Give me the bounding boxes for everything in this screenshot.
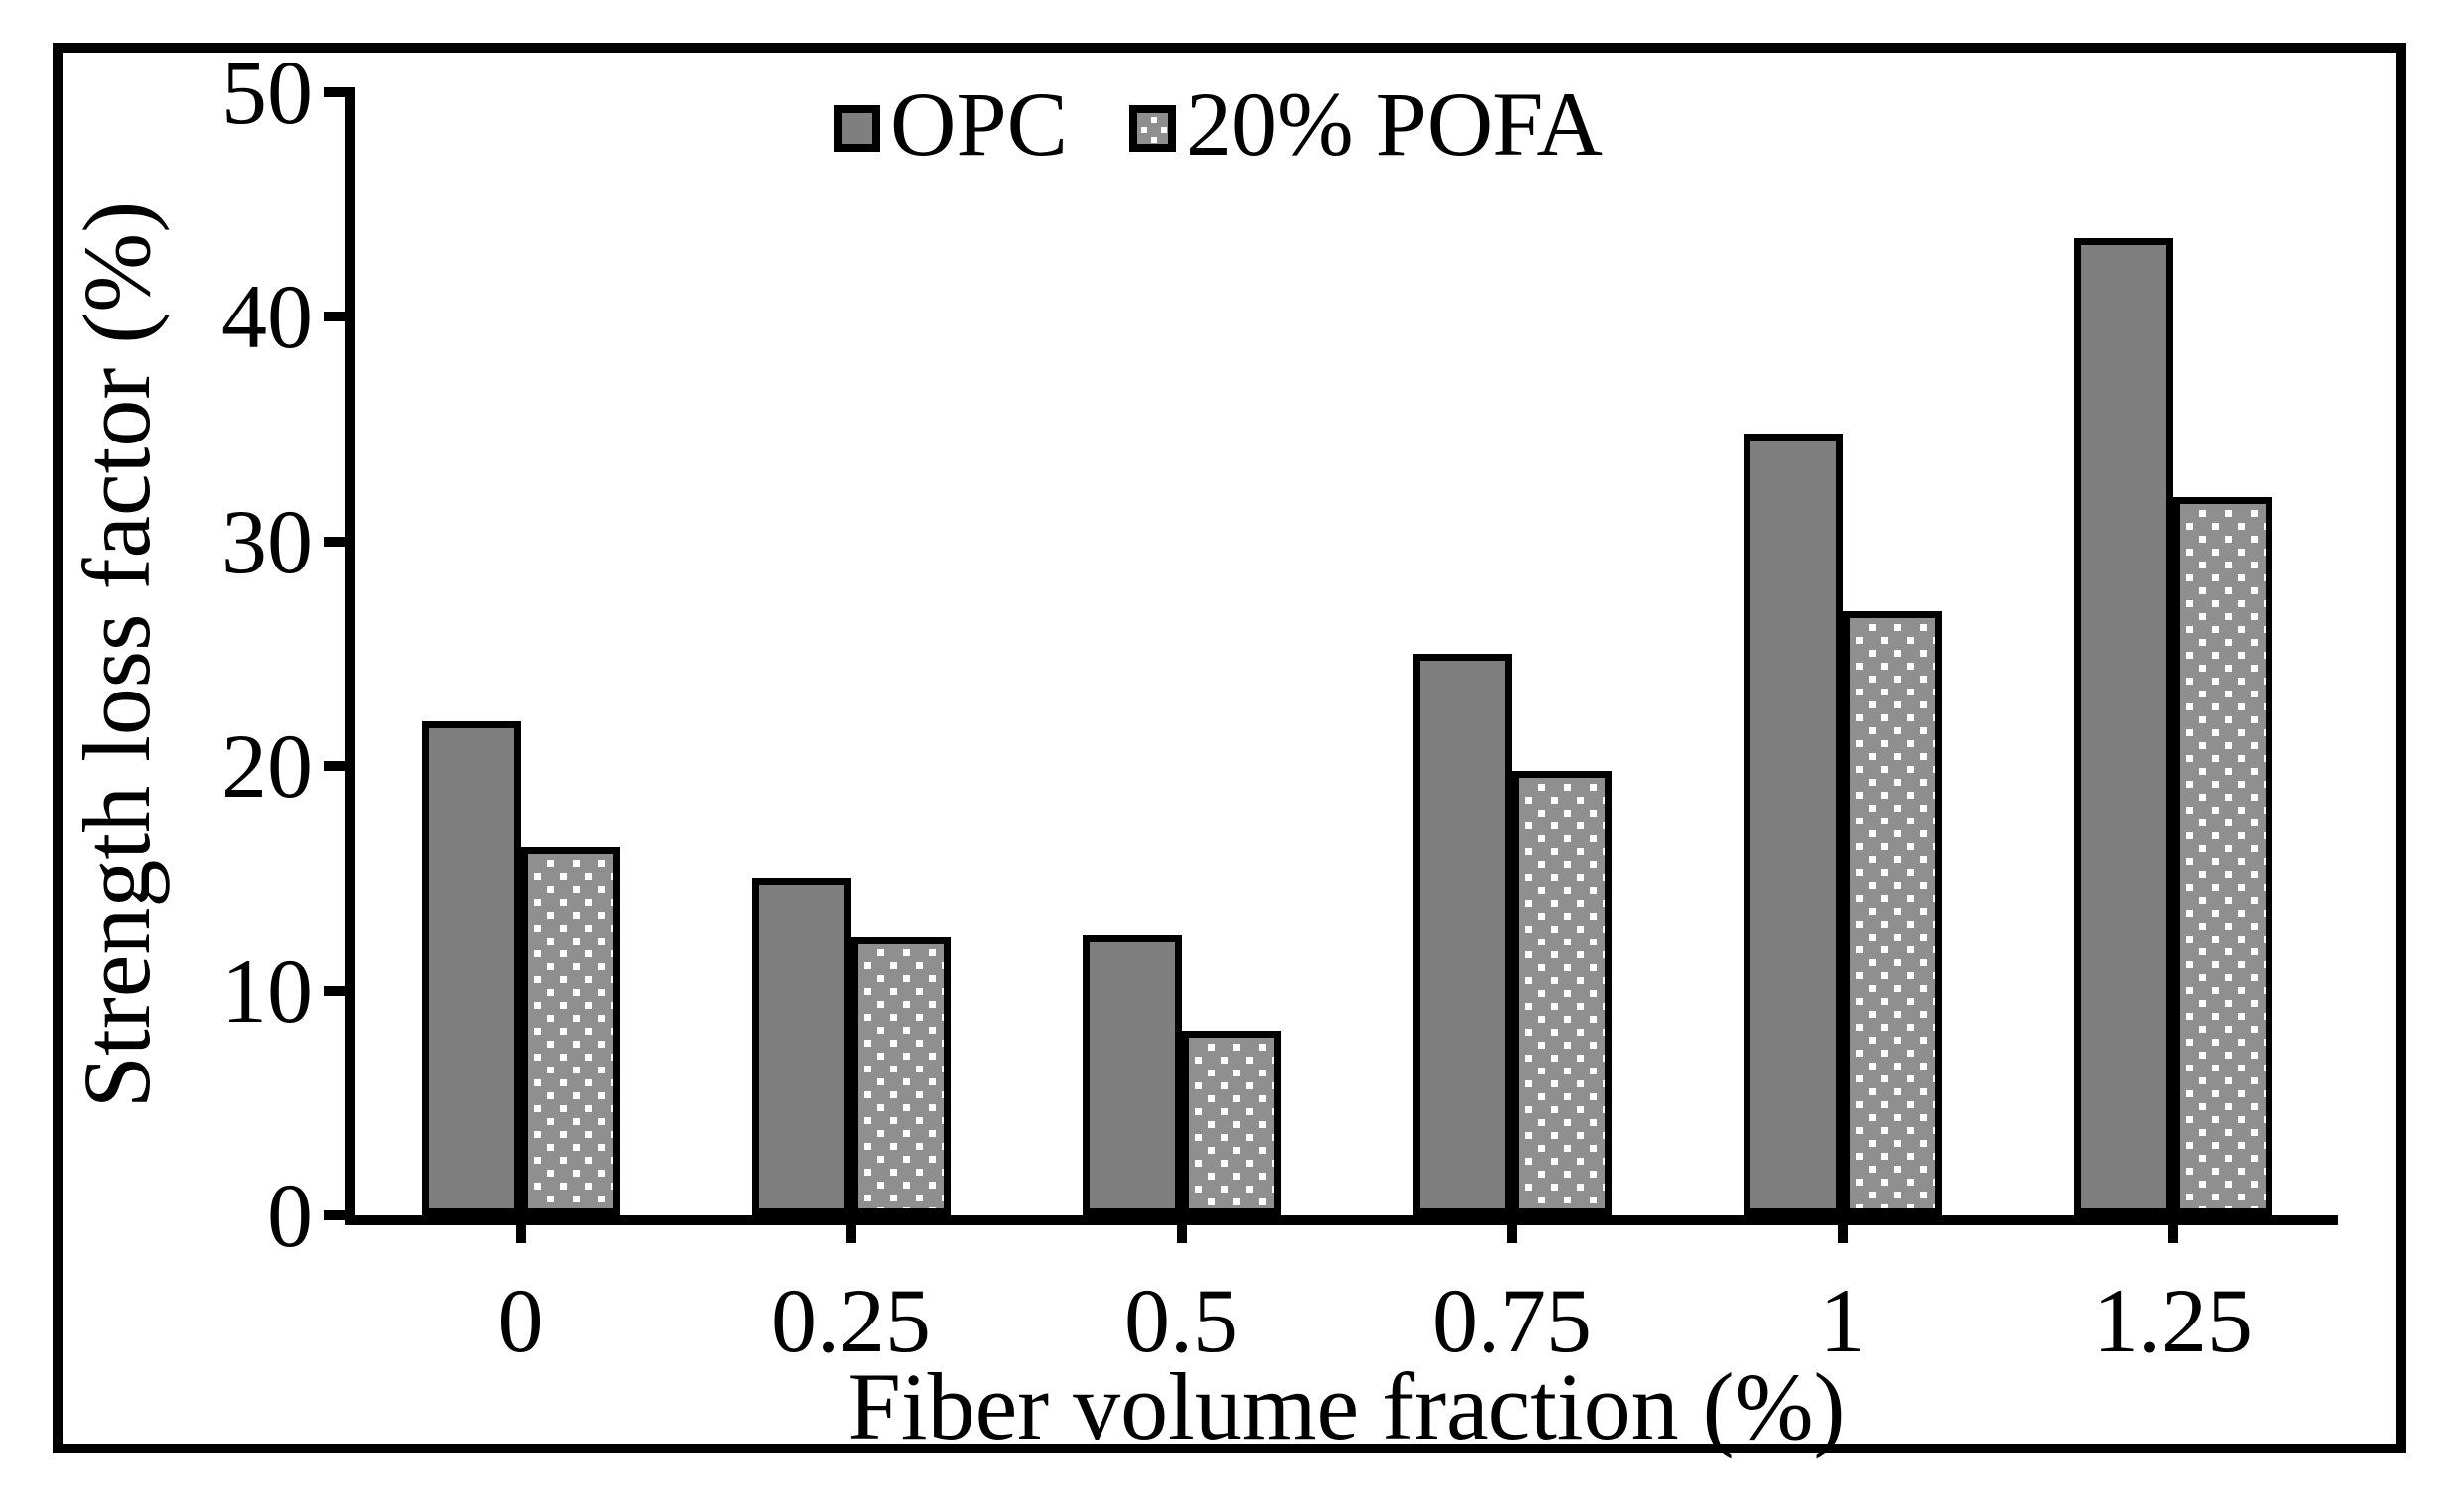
legend-label-opc: OPC xyxy=(890,73,1068,175)
bar-opc-1.25 xyxy=(2073,238,2173,1215)
bar-opc-0.75 xyxy=(1412,654,1512,1215)
bar-opc-0 xyxy=(421,720,521,1215)
bar-pofa-1 xyxy=(1842,610,1942,1215)
x-tick-0.5 xyxy=(1176,1223,1187,1243)
opc-swatch-icon xyxy=(834,104,880,152)
legend-item-opc: OPC xyxy=(834,78,1068,174)
bar-pofa-0.25 xyxy=(850,937,951,1215)
bar-opc-0.25 xyxy=(751,878,851,1215)
x-tick-1.25 xyxy=(2167,1223,2178,1243)
y-tick-0 xyxy=(324,1210,355,1220)
legend-item-pofa: 20% POFA xyxy=(1128,78,1603,174)
y-tick-30 xyxy=(324,536,355,547)
x-tick-label-0.25: 0.25 xyxy=(771,1270,931,1371)
x-tick-label-1: 1 xyxy=(1819,1270,1866,1371)
y-tick-10 xyxy=(324,985,355,996)
y-tick-label-40: 40 xyxy=(221,266,313,368)
x-tick-0.25 xyxy=(845,1223,856,1243)
bar-pofa-0 xyxy=(520,846,620,1215)
plot-area xyxy=(345,92,2338,1225)
y-tick-label-10: 10 xyxy=(221,940,313,1042)
bar-pofa-1.25 xyxy=(2172,496,2272,1215)
y-tick-label-0: 0 xyxy=(267,1165,313,1266)
x-tick-label-1.25: 1.25 xyxy=(2093,1270,2253,1371)
legend: OPC 20% POFA xyxy=(834,78,1603,170)
y-tick-label-30: 30 xyxy=(221,490,313,592)
x-tick-0 xyxy=(515,1223,526,1243)
bar-pofa-0.5 xyxy=(1181,1031,1281,1215)
y-tick-40 xyxy=(324,312,355,322)
bars-layer xyxy=(355,92,2338,1215)
legend-label-pofa: 20% POFA xyxy=(1185,73,1603,175)
x-axis-title: Fiber volume fraction (%) xyxy=(847,1353,1846,1459)
y-tick-label-20: 20 xyxy=(221,715,313,818)
bar-pofa-0.75 xyxy=(1511,770,1612,1215)
x-tick-1 xyxy=(1837,1223,1848,1243)
x-tick-label-0.75: 0.75 xyxy=(1432,1270,1592,1371)
y-tick-20 xyxy=(324,761,355,772)
bar-opc-0.5 xyxy=(1082,935,1182,1215)
pofa-swatch-icon xyxy=(1128,104,1176,152)
x-tick-label-0: 0 xyxy=(497,1270,544,1371)
bar-opc-1 xyxy=(1743,434,1843,1215)
x-tick-label-0.5: 0.5 xyxy=(1124,1270,1238,1371)
y-tick-label-50: 50 xyxy=(221,42,313,143)
x-tick-0.75 xyxy=(1506,1223,1517,1243)
y-tick-50 xyxy=(324,87,355,97)
